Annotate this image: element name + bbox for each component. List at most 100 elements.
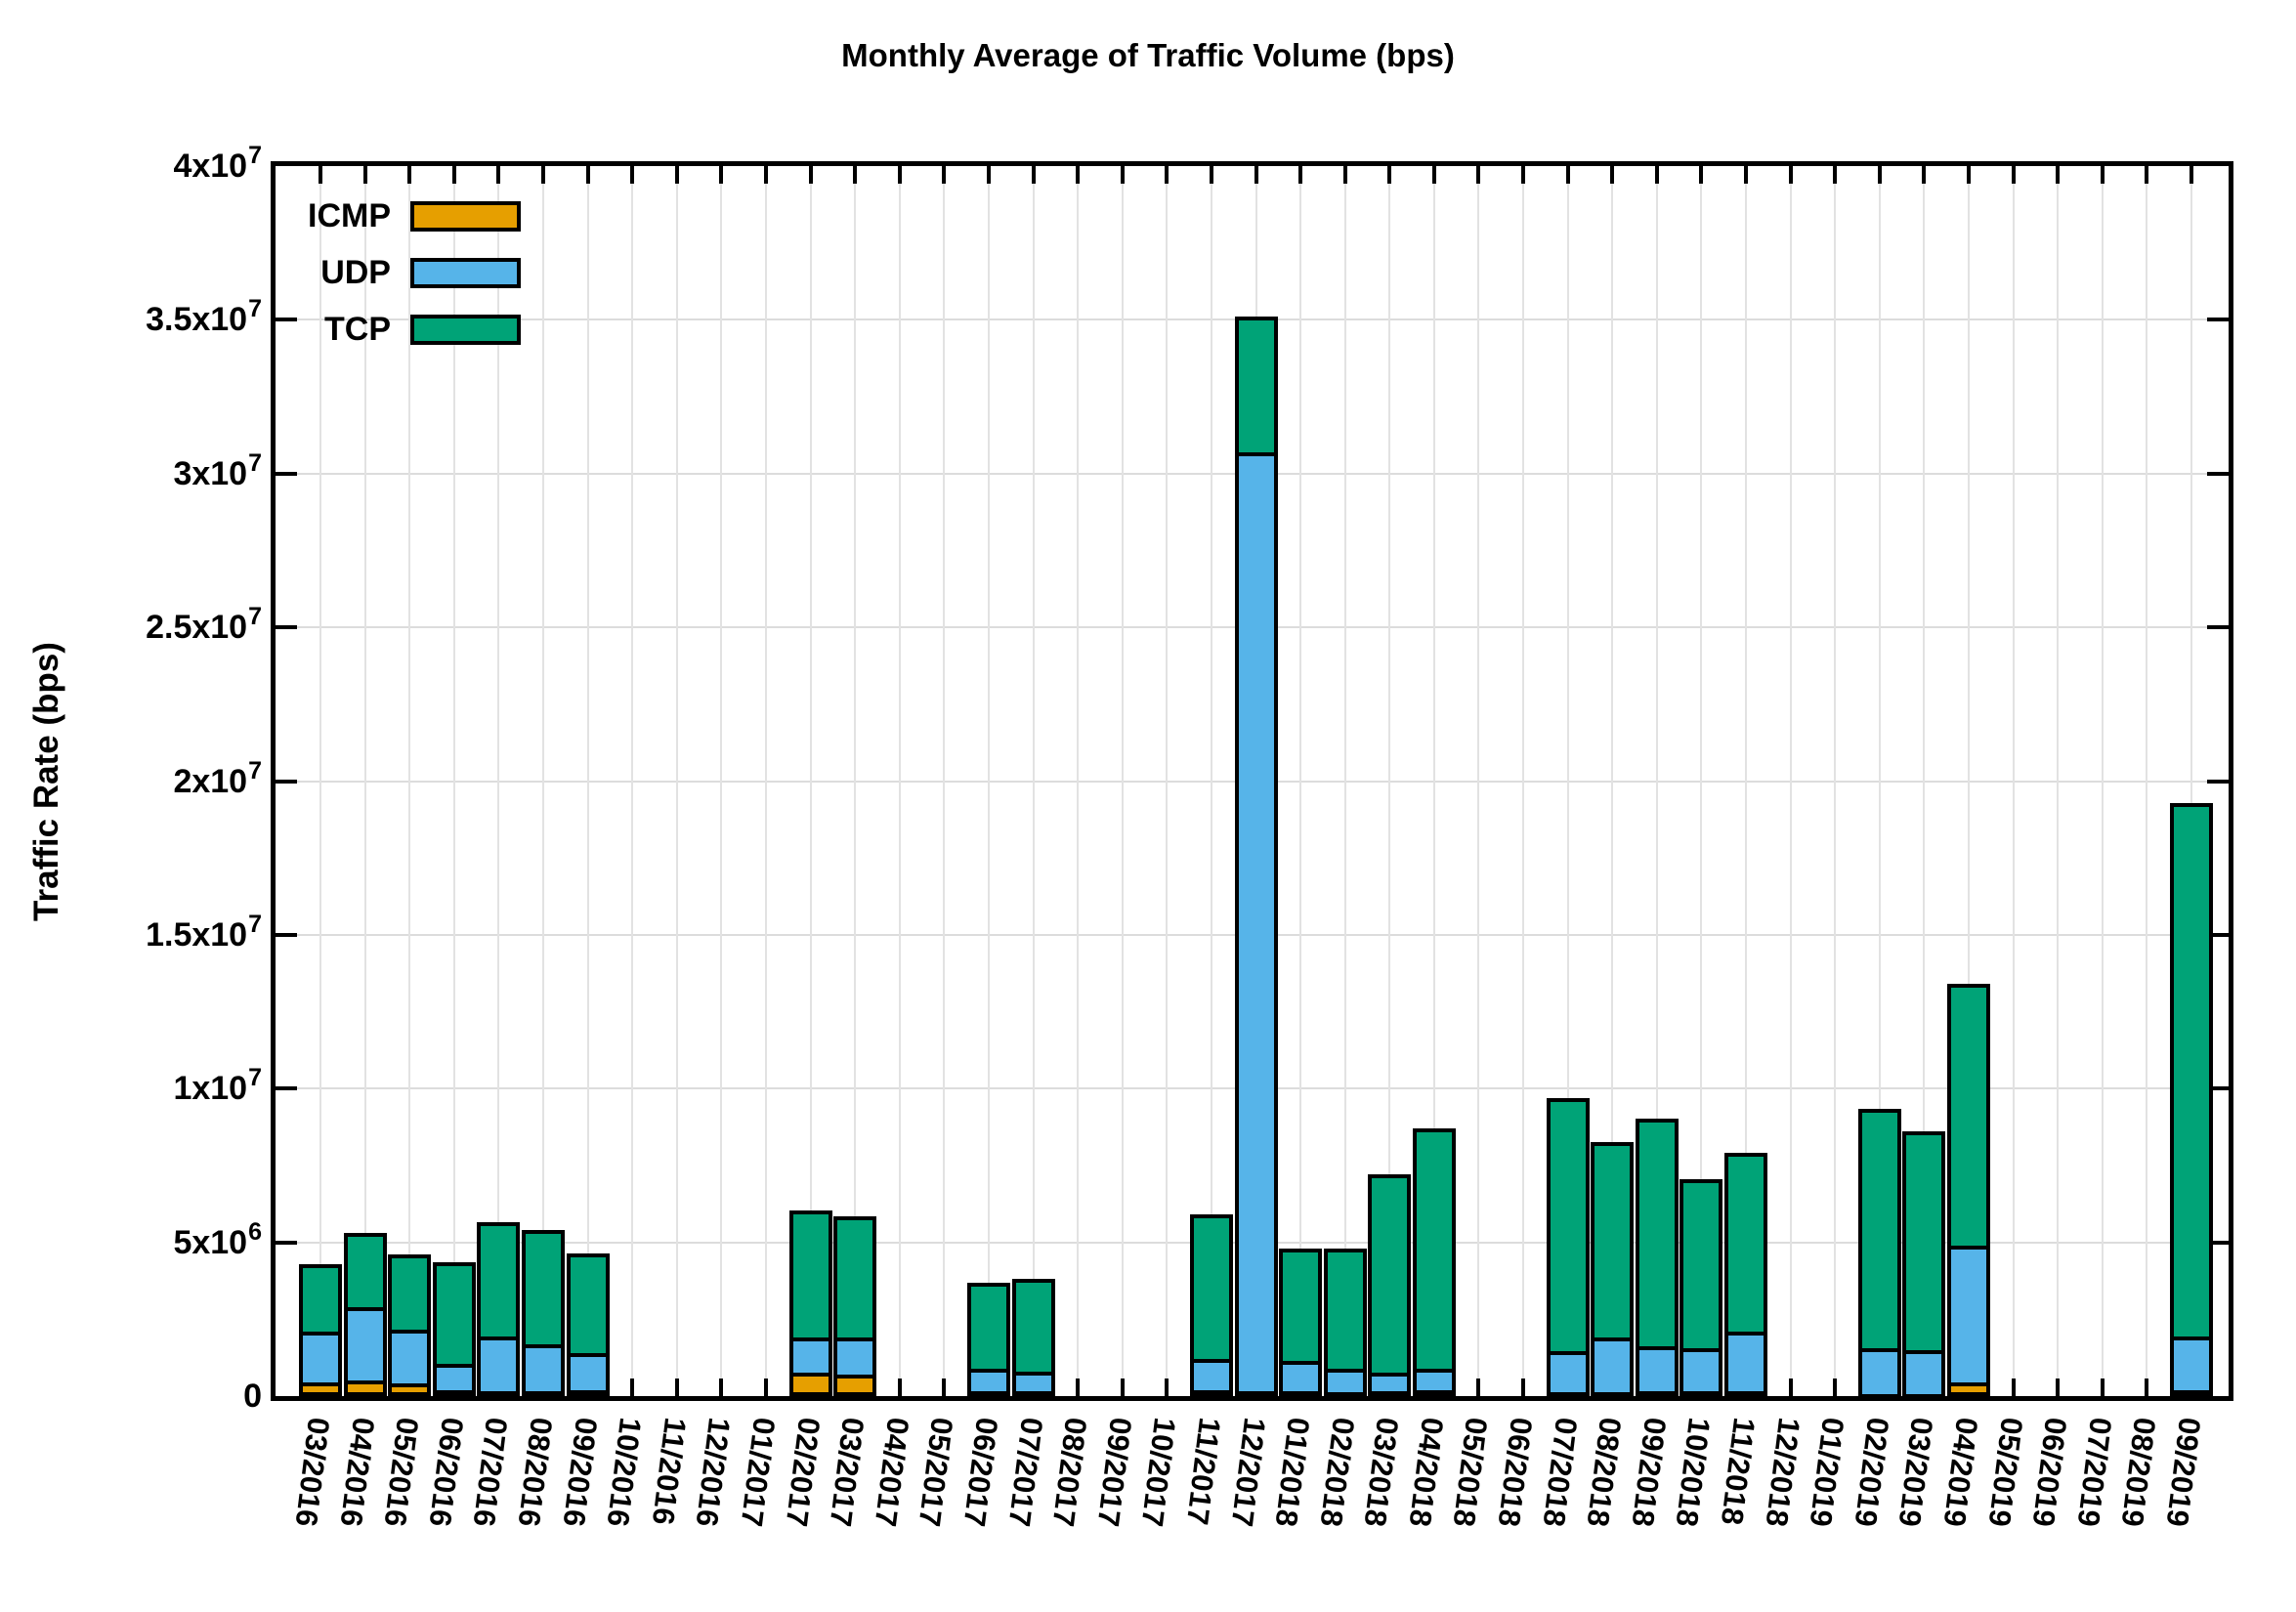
bar-segment-tcp — [1189, 1214, 1233, 1364]
x-axis-tick-top — [1699, 166, 1704, 184]
y-axis-tick — [276, 932, 297, 937]
bar-segment-tcp — [566, 1252, 610, 1357]
x-tick-label: 03/2018 — [1357, 1415, 1406, 1529]
x-tick-label: 04/2017 — [868, 1415, 915, 1529]
v-gridline — [1477, 166, 1480, 1396]
bar-segment-tcp — [1947, 984, 1991, 1250]
bar-segment-tcp — [1368, 1174, 1412, 1378]
v-gridline — [319, 166, 321, 1396]
x-axis-tick-top — [986, 166, 991, 184]
x-axis-tick-top — [897, 166, 902, 184]
y-axis-tick-right — [2207, 779, 2229, 784]
x-axis-tick-top — [1610, 166, 1615, 184]
x-axis-tick-top — [1476, 166, 1481, 184]
x-axis-tick-top — [808, 166, 813, 184]
bar-segment-udp — [1679, 1348, 1723, 1396]
x-axis-tick-top — [674, 166, 679, 184]
bar-segment-udp — [1323, 1368, 1367, 1396]
bar-segment-udp — [477, 1336, 521, 1396]
y-tick-exponent: 7 — [248, 603, 262, 631]
bar-segment-udp — [1279, 1360, 1323, 1396]
x-axis-tick-top — [1431, 166, 1436, 184]
v-gridline — [2190, 166, 2192, 1396]
x-axis-tick-top — [853, 166, 858, 184]
x-axis-tick-top — [319, 166, 322, 184]
y-tick-mantissa: 1.5x10 — [146, 915, 248, 954]
v-gridline — [1566, 166, 1569, 1396]
bar-segment-tcp — [432, 1262, 476, 1368]
x-axis-tick-top — [1298, 166, 1303, 184]
x-axis-tick-top — [1877, 166, 1882, 184]
v-gridline — [1121, 166, 1124, 1396]
legend-swatch-udp — [410, 257, 521, 288]
x-tick-label: 08/2019 — [2114, 1415, 2163, 1529]
v-gridline — [1745, 166, 1748, 1396]
v-gridline — [854, 166, 857, 1396]
v-gridline — [720, 166, 723, 1396]
x-axis-tick-top — [1654, 166, 1659, 184]
x-tick-label: 12/2018 — [1759, 1415, 1807, 1529]
x-tick-label: 08/2018 — [1580, 1415, 1629, 1529]
bar-segment-udp — [1635, 1346, 1679, 1396]
x-tick-label: 04/2019 — [1936, 1415, 1985, 1529]
y-axis-tick — [276, 471, 297, 476]
x-axis-tick-top — [2100, 166, 2105, 184]
x-tick-label: 11/2016 — [645, 1415, 693, 1527]
y-tick-label: 2x107 — [0, 757, 262, 802]
v-gridline — [898, 166, 901, 1396]
x-axis-tick-top — [1565, 166, 1570, 184]
bar-segment-udp — [388, 1330, 432, 1388]
v-gridline — [363, 166, 366, 1396]
y-tick-label: 2.5x107 — [0, 603, 262, 648]
v-gridline — [541, 166, 544, 1396]
y-tick-exponent: 7 — [248, 295, 262, 323]
bar-segment-tcp — [1635, 1119, 1679, 1351]
x-tick-label: 07/2016 — [466, 1415, 515, 1529]
y-tick-exponent: 7 — [248, 142, 262, 169]
v-gridline — [2101, 166, 2104, 1396]
v-gridline — [1343, 166, 1346, 1396]
x-tick-label: 11/2018 — [1714, 1415, 1763, 1527]
x-axis-tick-top — [2190, 166, 2193, 184]
bar-segment-tcp — [1546, 1097, 1590, 1356]
y-tick-mantissa: 2.5x10 — [146, 609, 248, 647]
legend: ICMP UDP TCP — [276, 188, 521, 358]
x-axis-tick — [1521, 1379, 1526, 1396]
x-tick-label: 03/2017 — [823, 1415, 872, 1529]
x-axis-tick-top — [1120, 166, 1125, 184]
bar-segment-tcp — [788, 1209, 832, 1342]
x-axis-tick — [1788, 1379, 1793, 1396]
x-tick-label: 04/2016 — [333, 1415, 381, 1529]
y-tick-mantissa: 5x10 — [173, 1223, 248, 1261]
x-tick-label: 02/2019 — [1848, 1415, 1895, 1529]
bar-segment-udp — [1234, 451, 1278, 1396]
v-gridline — [1834, 166, 1837, 1396]
x-axis-tick-top — [1922, 166, 1927, 184]
x-tick-label: 09/2017 — [1090, 1415, 1138, 1529]
v-gridline — [764, 166, 767, 1396]
v-gridline — [1210, 166, 1212, 1396]
bar-segment-tcp — [1724, 1153, 1768, 1336]
bar-segment-tcp — [2170, 802, 2213, 1340]
y-axis-tick — [276, 779, 297, 784]
x-axis-tick-top — [942, 166, 947, 184]
y-axis-tick — [276, 625, 297, 630]
bar-segment-tcp — [1412, 1128, 1456, 1373]
x-axis-tick-top — [540, 166, 545, 184]
x-tick-label: 03/2016 — [288, 1415, 336, 1529]
bar-segment-udp — [343, 1306, 387, 1385]
bar-segment-tcp — [388, 1254, 432, 1335]
x-tick-label: 09/2019 — [2159, 1415, 2207, 1529]
v-gridline — [1388, 166, 1391, 1396]
x-tick-label: 05/2017 — [912, 1415, 960, 1529]
v-gridline — [1032, 166, 1035, 1396]
x-axis-tick — [942, 1379, 947, 1396]
y-tick-mantissa: 1x10 — [173, 1070, 248, 1108]
x-tick-label: 05/2016 — [377, 1415, 426, 1529]
x-axis-tick-top — [1833, 166, 1838, 184]
bar-segment-tcp — [1902, 1131, 1946, 1354]
x-tick-label: 01/2019 — [1803, 1415, 1851, 1529]
y-axis-tick — [276, 1086, 297, 1091]
y-tick-exponent: 7 — [248, 756, 262, 785]
